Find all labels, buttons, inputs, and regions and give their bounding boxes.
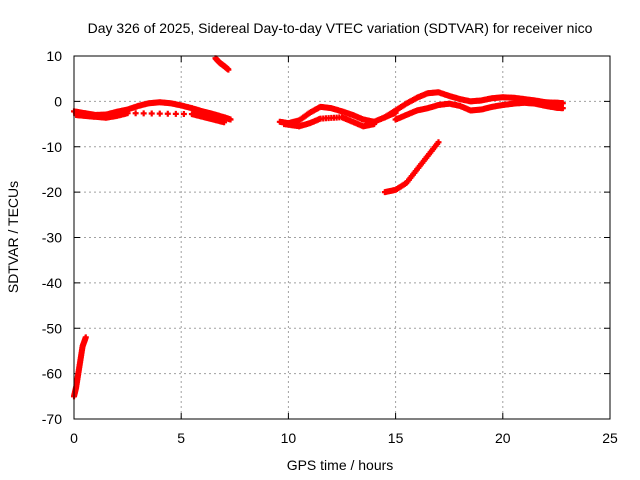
data-point xyxy=(148,110,155,117)
data-point xyxy=(124,110,131,117)
data-point xyxy=(172,110,179,117)
data-point xyxy=(82,334,89,341)
series-morning-lower xyxy=(73,110,228,126)
series-late-rise xyxy=(381,139,442,196)
data-point xyxy=(225,66,232,73)
tick-labels: 0 5 10 15 20 25 -70 -60 -50 -40 -30 -20 -10 0 10 xyxy=(42,48,618,446)
data-point xyxy=(132,110,139,117)
y-tick-label: 10 xyxy=(46,48,62,64)
x-tick-label: 0 xyxy=(70,430,78,446)
y-tick-label: -70 xyxy=(42,411,62,427)
y-tick-label: -40 xyxy=(42,275,62,291)
series-morning-spike xyxy=(212,55,232,73)
series-midday-lower xyxy=(281,114,378,130)
data-point xyxy=(180,110,187,117)
chart-title: Day 326 of 2025, Sidereal Day-to-day VTE… xyxy=(88,20,593,36)
x-tick-label: 10 xyxy=(281,430,297,446)
data-point xyxy=(156,110,163,117)
x-axis-label: GPS time / hours xyxy=(287,457,394,473)
y-axis-label: SDTVAR / TECUs xyxy=(5,181,21,293)
data-point xyxy=(227,116,234,123)
y-tick-label: 0 xyxy=(54,93,62,109)
x-tick-label: 20 xyxy=(495,430,511,446)
y-tick-label: -30 xyxy=(42,230,62,246)
series-early-drop xyxy=(71,334,89,400)
x-tick-label: 25 xyxy=(602,430,618,446)
data-point xyxy=(164,110,171,117)
data-marks xyxy=(71,55,566,400)
data-point xyxy=(140,110,147,117)
data-point xyxy=(371,121,378,128)
plot-frame xyxy=(73,55,611,420)
data-point xyxy=(221,119,228,126)
x-tick-label: 15 xyxy=(388,430,404,446)
data-point xyxy=(559,105,566,112)
series-afternoon-lower xyxy=(392,99,566,123)
y-tick-label: -10 xyxy=(42,139,62,155)
data-point xyxy=(435,139,442,146)
y-tick-label: -20 xyxy=(42,184,62,200)
y-tick-label: -50 xyxy=(42,320,62,336)
y-tick-label: -60 xyxy=(42,366,62,382)
x-tick-label: 5 xyxy=(177,430,185,446)
